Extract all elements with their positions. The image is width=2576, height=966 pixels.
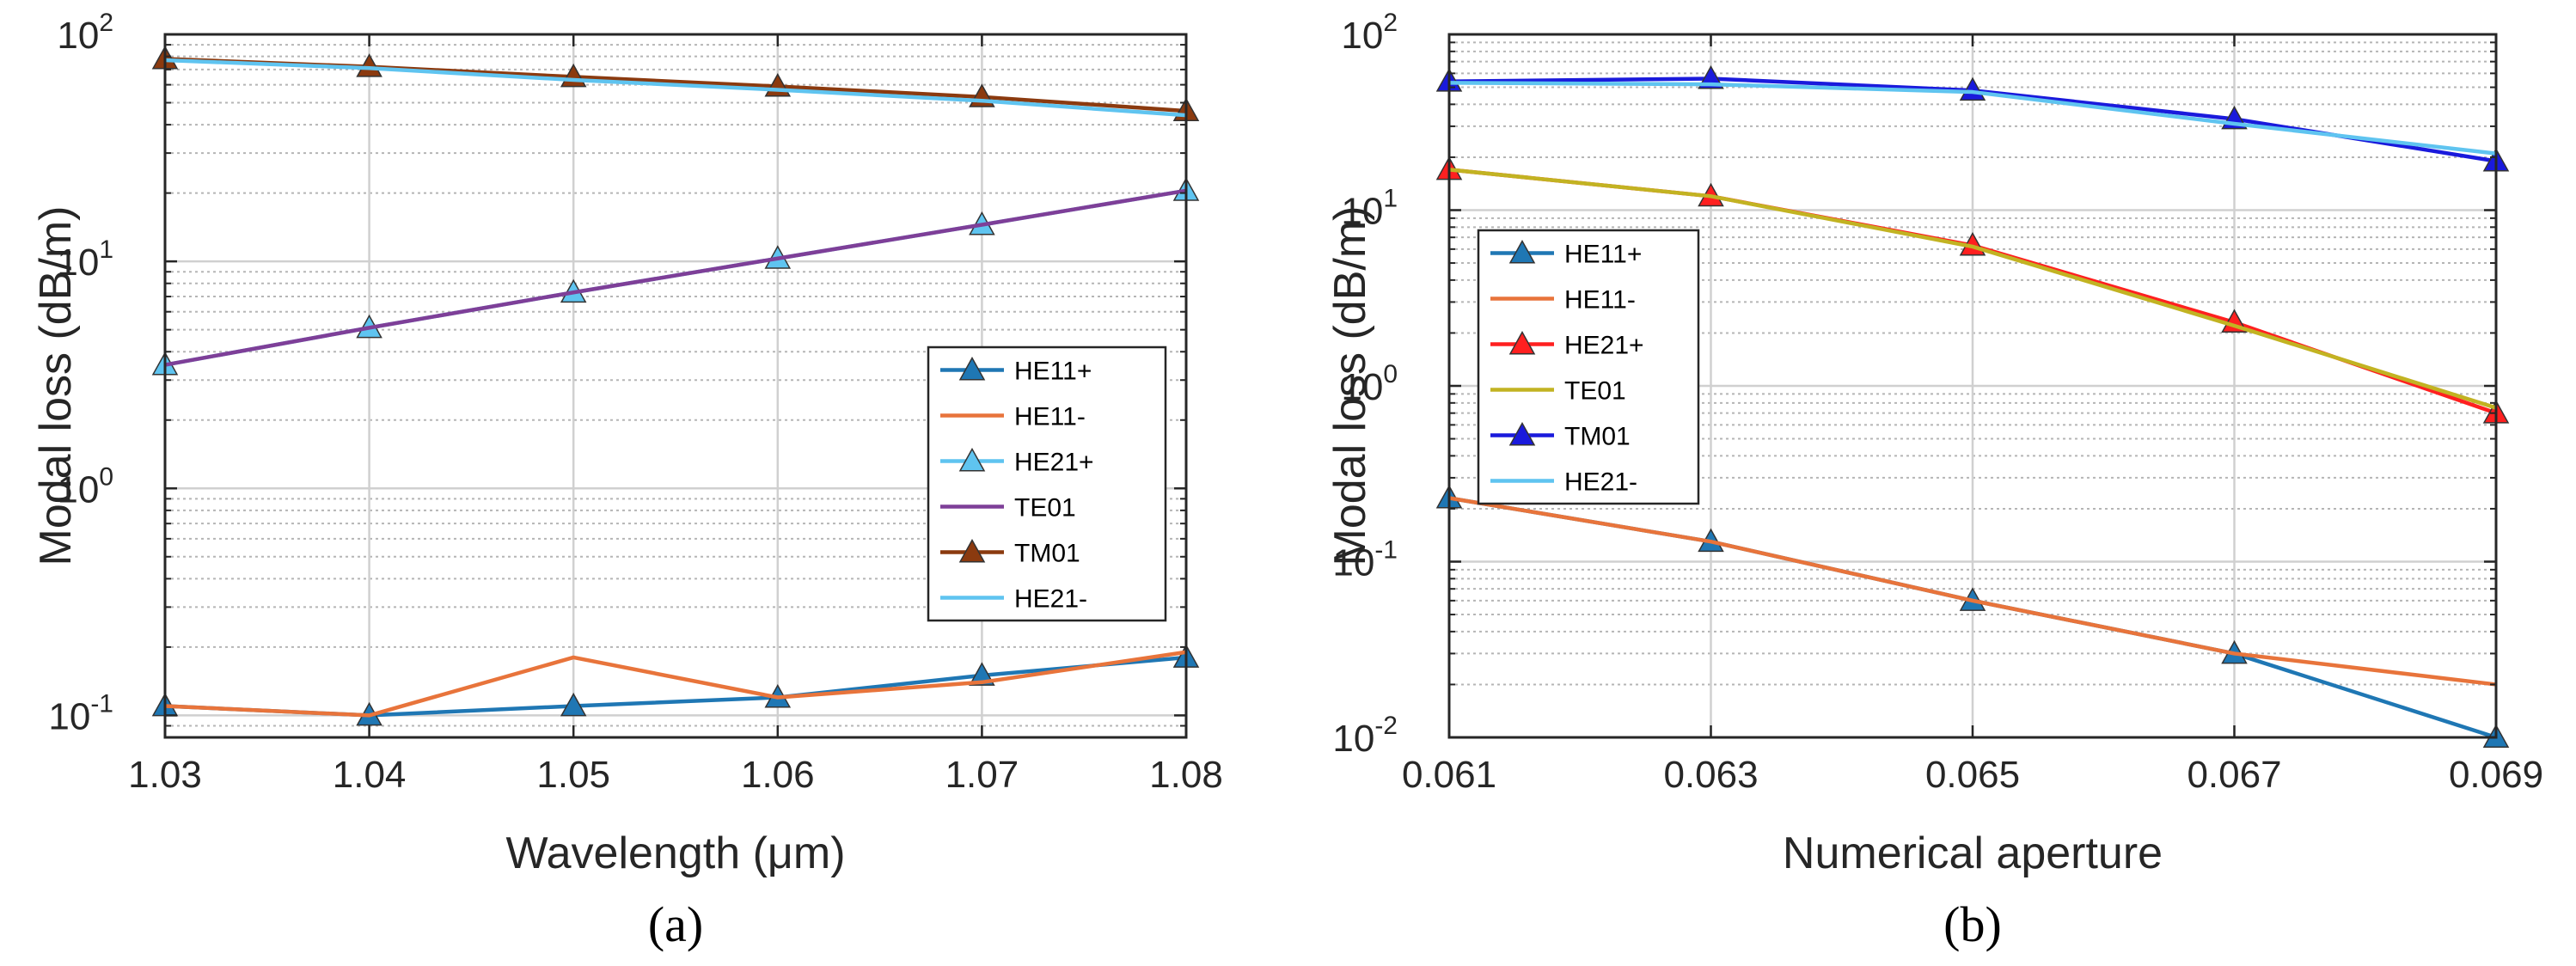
y-tick-base: 10 bbox=[48, 695, 90, 737]
y-tick-exp: 2 bbox=[1383, 9, 1398, 37]
y-tick-exp: 0 bbox=[99, 462, 113, 491]
legend-item: HE11+ bbox=[1490, 239, 1642, 269]
series-HE11- bbox=[1448, 496, 2497, 687]
y-tick-exp: -1 bbox=[1374, 536, 1398, 565]
series-line bbox=[1448, 496, 2497, 687]
x-tick-label: 1.07 bbox=[945, 754, 1019, 796]
x-tick-label: 0.065 bbox=[1925, 754, 2020, 796]
legend-label: TE01 bbox=[1564, 377, 1626, 406]
series-line bbox=[164, 58, 1187, 118]
axes-box bbox=[163, 33, 1188, 739]
legend-label: HE21+ bbox=[1014, 449, 1094, 477]
panel-caption: (a) bbox=[648, 896, 703, 952]
panel-caption: (b) bbox=[1943, 896, 2002, 952]
y-tick-exp: -1 bbox=[90, 689, 113, 718]
series-line bbox=[1448, 81, 2497, 156]
legend-marker bbox=[958, 447, 986, 472]
legend-marker bbox=[1508, 421, 1536, 446]
series-HE11- bbox=[164, 650, 1187, 718]
legend-marker bbox=[958, 356, 986, 381]
x-tick-label: 1.05 bbox=[536, 754, 610, 796]
legend-box bbox=[1477, 229, 1700, 505]
data-point bbox=[560, 692, 587, 717]
legend-item: HE21+ bbox=[1490, 330, 1644, 360]
x-tick-label: 0.061 bbox=[1402, 754, 1496, 796]
y-tick-exp: 0 bbox=[1383, 360, 1398, 388]
legend-item: HE11- bbox=[940, 403, 1086, 431]
legend-item: HE21- bbox=[940, 585, 1087, 614]
y-tick-label: 10-2 bbox=[1332, 712, 1398, 760]
series-line bbox=[164, 650, 1187, 718]
legend-item: HE21- bbox=[1490, 468, 1637, 497]
x-tick-label: 1.08 bbox=[1149, 754, 1223, 796]
legend-label: HE21- bbox=[1564, 468, 1637, 497]
legend-marker bbox=[958, 538, 986, 563]
y-tick-base: 10 bbox=[1341, 191, 1383, 233]
y-tick-base: 10 bbox=[57, 242, 99, 284]
y-tick-exp: 1 bbox=[1383, 185, 1398, 213]
legend-marker bbox=[1508, 239, 1536, 264]
y-tick-exp: 2 bbox=[99, 9, 113, 37]
x-tick-label: 1.04 bbox=[333, 754, 407, 796]
y-tick-base: 10 bbox=[1332, 542, 1374, 584]
legend-label: HE11- bbox=[1564, 286, 1636, 315]
legend-label: HE21+ bbox=[1564, 332, 1644, 360]
legend-label: HE11- bbox=[1014, 403, 1086, 431]
y-tick-label: 101 bbox=[57, 235, 113, 284]
y-tick-exp: 1 bbox=[99, 235, 113, 264]
legend-label: HE11+ bbox=[1014, 358, 1092, 386]
y-tick-label: 102 bbox=[1341, 9, 1398, 57]
y-tick-base: 10 bbox=[1332, 718, 1374, 760]
legend-item: TE01 bbox=[1490, 377, 1626, 406]
series-HE21- bbox=[1448, 81, 2497, 156]
legend-label: HE11+ bbox=[1564, 241, 1642, 269]
legend-item: HE11+ bbox=[940, 356, 1092, 386]
x-tick-label: 1.03 bbox=[128, 754, 202, 796]
legend-marker bbox=[1508, 330, 1536, 355]
legend-label: TE01 bbox=[1014, 494, 1076, 523]
y-tick-base: 10 bbox=[57, 15, 99, 57]
y-tick-label: 100 bbox=[1341, 360, 1398, 408]
x-tick-label: 0.069 bbox=[2449, 754, 2543, 796]
legend-item: TM01 bbox=[1490, 421, 1631, 451]
y-tick-label: 100 bbox=[57, 462, 113, 511]
y-tick-label: 102 bbox=[57, 9, 113, 57]
y-axis-label: Modal loss (dB/m) bbox=[31, 206, 81, 566]
legend-item: HE21+ bbox=[940, 447, 1094, 477]
legend-label: TM01 bbox=[1564, 423, 1631, 451]
legend-box bbox=[927, 345, 1167, 622]
chart-a: 1.03 1.04 1.05 1.06 1.07 1.0810-1100101102Wav… bbox=[31, 9, 1223, 952]
y-tick-label: 101 bbox=[1341, 185, 1398, 233]
x-axis-label: Numerical aperture bbox=[1783, 828, 2163, 878]
series-TE01 bbox=[164, 188, 1187, 367]
series-HE21- bbox=[164, 58, 1187, 118]
y-tick-exp: -2 bbox=[1374, 712, 1398, 740]
y-tick-label: 10-1 bbox=[48, 689, 113, 737]
x-tick-label: 0.067 bbox=[2187, 754, 2281, 796]
series-line bbox=[164, 188, 1187, 367]
legend-item: HE11- bbox=[1490, 286, 1636, 315]
x-axis-label-part: m) bbox=[793, 828, 846, 878]
x-tick-label: 1.06 bbox=[741, 754, 815, 796]
x-axis-label-part: Wavelength ( bbox=[505, 828, 768, 878]
x-tick-label: 0.063 bbox=[1663, 754, 1758, 796]
x-axis-label-mu: μ bbox=[768, 828, 793, 878]
legend-item: TE01 bbox=[940, 494, 1076, 523]
legend-item: TM01 bbox=[940, 538, 1080, 568]
chart-b: 0.061 0.063 0.065 0.067 0.06910-210-11001011… bbox=[1325, 9, 2543, 952]
y-tick-base: 10 bbox=[1341, 366, 1383, 408]
legend-label: HE21- bbox=[1014, 585, 1087, 614]
y-tick-base: 10 bbox=[57, 468, 99, 511]
legend: HE11+ HE11- HE21+ TE01 TM01 HE21- bbox=[1477, 229, 1700, 505]
x-axis-label: Wavelength (μm) bbox=[505, 828, 845, 878]
y-tick-base: 10 bbox=[1341, 15, 1383, 57]
data-point bbox=[356, 53, 382, 77]
series-TE01 bbox=[1448, 168, 2497, 410]
y-axis-label: Modal loss (dB/m) bbox=[1325, 206, 1375, 566]
series-line bbox=[1448, 168, 2497, 410]
legend-label: TM01 bbox=[1014, 540, 1080, 568]
y-tick-label: 10-1 bbox=[1332, 536, 1398, 584]
legend: HE11+ HE11- HE21+ TE01 TM01 HE21- bbox=[927, 345, 1167, 622]
